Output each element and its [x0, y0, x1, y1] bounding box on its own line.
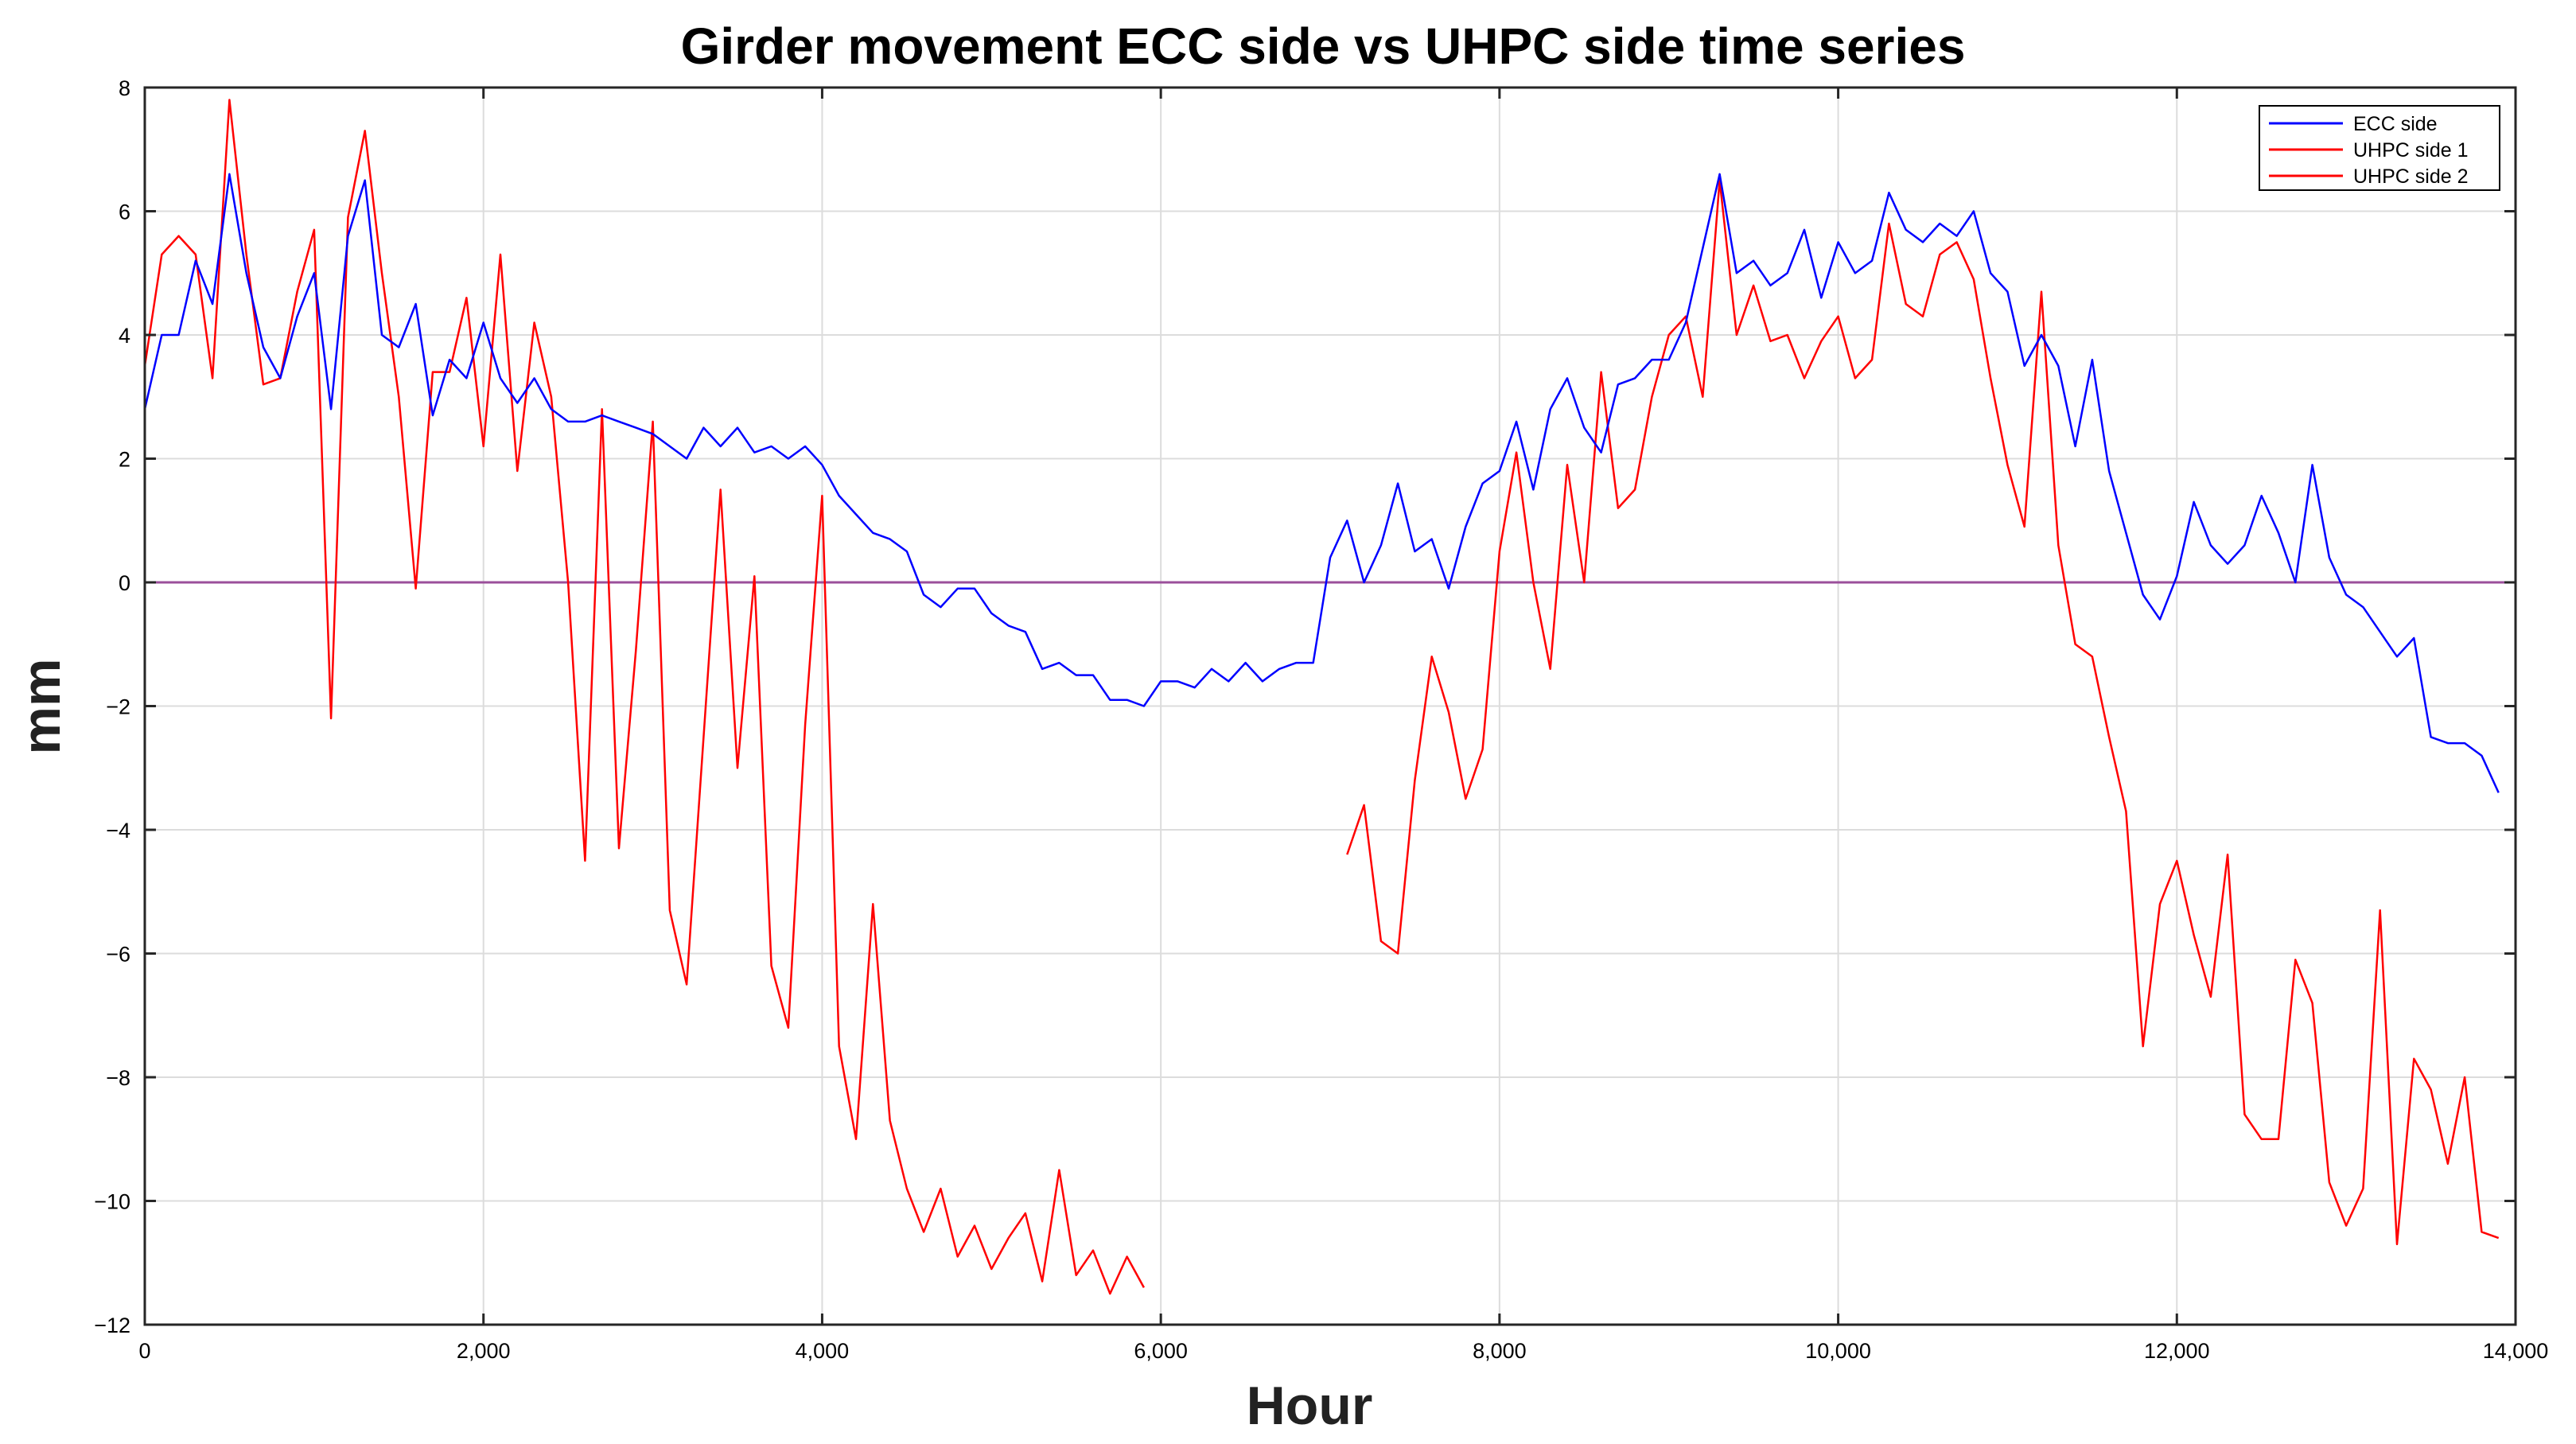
grid-layer	[144, 87, 2516, 1325]
y-tick-label: 4	[119, 324, 130, 348]
series-line-uhpc-side-1	[143, 99, 1145, 1295]
x-tick-label: 2,000	[457, 1339, 511, 1363]
y-tick-label: 6	[119, 200, 130, 224]
x-tick-label: 8,000	[1473, 1339, 1527, 1363]
y-tick-label: −8	[106, 1066, 130, 1090]
legend-label-uhpc-side-2: UHPC side 2	[2353, 165, 2469, 188]
x-tick-label: 12,000	[2144, 1339, 2210, 1363]
y-tick-label: −4	[106, 819, 130, 843]
x-axis-label: Hour	[1247, 1376, 1373, 1436]
y-tick-label: −12	[94, 1314, 130, 1337]
x-tick-label: 14,000	[2483, 1339, 2549, 1363]
y-tick-label: 0	[119, 571, 130, 595]
y-tick-label: −6	[106, 943, 130, 967]
y-tick-label: −10	[94, 1190, 130, 1214]
chart-title: Girder movement ECC side vs UHPC side ti…	[681, 18, 1966, 75]
series-line-uhpc-side-2	[1346, 179, 2500, 1246]
y-axis-label: mm	[11, 659, 72, 755]
series-line-ecc-side	[143, 173, 2500, 793]
y-tick-label: −2	[106, 695, 130, 719]
y-tick-label: 8	[119, 76, 130, 100]
x-tick-label: 4,000	[796, 1339, 850, 1363]
x-tick-label: 0	[138, 1339, 150, 1363]
series-layer	[143, 99, 2500, 1295]
x-tick-label: 10,000	[1805, 1339, 1871, 1363]
legend: ECC side UHPC side 1 UHPC side 2	[2259, 105, 2500, 191]
y-tick-label: 2	[119, 448, 130, 472]
legend-label-ecc-side: ECC side	[2353, 113, 2438, 135]
tick-layer: 0 2,000 4,000 6,000 8,000 10,000 12,000 14,000 −…	[94, 76, 2548, 1363]
x-tick-label: 6,000	[1134, 1339, 1188, 1363]
legend-label-uhpc-side-1: UHPC side 1	[2353, 139, 2469, 162]
